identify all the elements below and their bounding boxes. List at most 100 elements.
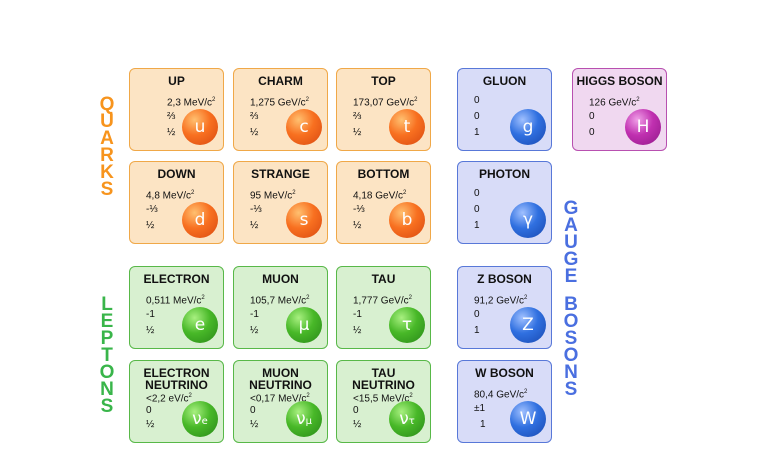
- particle-card-gluon: GLUON 0 0 1 g: [457, 68, 552, 151]
- particle-symbol: Z: [510, 307, 546, 343]
- particle-card-down: DOWN 4,8 MeV/c2 -⅓ ½ d: [129, 161, 224, 244]
- particle-name: TAU NEUTRINO: [352, 366, 415, 392]
- particle-name: STRANGE: [251, 167, 310, 181]
- particle-charge: 0: [353, 405, 359, 416]
- particle-mass: 1,777 GeV/c2: [353, 295, 412, 307]
- particle-charge: -⅓: [250, 204, 262, 215]
- particle-spin: 1: [480, 419, 486, 430]
- particle-charge: -⅓: [146, 204, 158, 215]
- particle-symbol: b: [389, 202, 425, 238]
- particle-name: Z BOSON: [477, 272, 532, 286]
- particle-spin: ½: [146, 220, 155, 231]
- particle-spin: ½: [353, 127, 362, 138]
- particle-symbol: νe: [182, 401, 218, 437]
- particle-name: UP: [168, 74, 185, 88]
- particle-name: HIGGS BOSON: [576, 74, 663, 88]
- particle-name: GLUON: [482, 74, 527, 88]
- particle-card-muon: MUON 105,7 MeV/c2 -1 ½ μ: [233, 266, 328, 349]
- particle-name: TOP: [371, 74, 396, 88]
- particle-name: MUON: [262, 272, 299, 286]
- particle-mass: 91,2 GeV/c2: [474, 295, 528, 307]
- particle-mass: 1,275 GeV/c2: [250, 97, 309, 109]
- particle-symbol: ντ: [389, 401, 425, 437]
- particle-charge: -1: [250, 309, 259, 320]
- particle-spin: ½: [250, 325, 259, 336]
- particle-card-tau: TAU 1,777 GeV/c2 -1 ½ τ: [336, 266, 431, 349]
- particle-symbol: s: [286, 202, 322, 238]
- particle-charge: 0: [474, 204, 480, 215]
- particle-card-photon: PHOTON 0 0 1 γ: [457, 161, 552, 244]
- particle-card-e-neutrino: ELECTRON NEUTRINO <2,2 eV/c2 0 ½ νe: [129, 360, 224, 443]
- particle-card-z-boson: Z BOSON 91,2 GeV/c2 0 1 Z: [457, 266, 552, 349]
- particle-spin: 0: [589, 127, 595, 138]
- particle-name: ELECTRON: [143, 272, 210, 286]
- particle-charge: ±1: [474, 403, 486, 414]
- particle-mass: 0: [474, 95, 480, 106]
- particle-mass: <0,17 MeV/c2: [250, 393, 310, 405]
- particle-charge: -1: [353, 309, 362, 320]
- particle-symbol: γ: [510, 202, 546, 238]
- particle-mass: 126 GeV/c2: [589, 97, 640, 109]
- particle-spin: ½: [146, 419, 155, 430]
- particle-symbol: e: [182, 307, 218, 343]
- particle-mass: 80,4 GeV/c2: [474, 389, 528, 401]
- particle-mass: 95 MeV/c2: [250, 190, 296, 202]
- particle-charge: -⅓: [353, 204, 365, 215]
- particle-spin: 1: [474, 127, 480, 138]
- particle-mass: <2,2 eV/c2: [146, 393, 192, 405]
- particle-spin: 1: [474, 220, 480, 231]
- particle-symbol: νμ: [286, 401, 322, 437]
- particle-name: TAU: [371, 272, 396, 286]
- particle-spin: ½: [353, 325, 362, 336]
- particle-mass: 173,07 GeV/c2: [353, 97, 418, 109]
- particle-symbol: τ: [389, 307, 425, 343]
- particle-charge: 0: [146, 405, 152, 416]
- particle-spin: ½: [250, 127, 259, 138]
- particle-card-mu-neutrino: MUON NEUTRINO <0,17 MeV/c2 0 ½ νμ: [233, 360, 328, 443]
- particle-name: W BOSON: [475, 366, 534, 380]
- particle-mass: 4,18 GeV/c2: [353, 190, 407, 202]
- particle-card-tau-neutrino: TAU NEUTRINO <15,5 MeV/c2 0 ½ ντ: [336, 360, 431, 443]
- particle-symbol: H: [625, 109, 661, 145]
- particle-spin: ½: [250, 220, 259, 231]
- particle-symbol: t: [389, 109, 425, 145]
- particle-symbol: W: [510, 401, 546, 437]
- particle-mass: 2,3 MeV/c2: [167, 97, 216, 109]
- particle-charge: ⅔: [353, 111, 362, 122]
- particle-spin: ½: [353, 419, 362, 430]
- particle-spin: ½: [353, 220, 362, 231]
- particle-mass: <15,5 MeV/c2: [353, 393, 413, 405]
- particle-spin: ½: [167, 127, 176, 138]
- particle-charge: 0: [474, 111, 480, 122]
- particle-spin: ½: [146, 325, 155, 336]
- particle-card-charm: CHARM 1,275 GeV/c2 ⅔ ½ c: [233, 68, 328, 151]
- particle-card-top: TOP 173,07 GeV/c2 ⅔ ½ t: [336, 68, 431, 151]
- particle-name: BOTTOM: [357, 167, 410, 181]
- particle-name: PHOTON: [478, 167, 531, 181]
- particle-charge: ⅔: [167, 111, 176, 122]
- particle-card-higgs: HIGGS BOSON 126 GeV/c2 0 0 H: [572, 68, 667, 151]
- particle-symbol: c: [286, 109, 322, 145]
- particle-card-up: UP 2,3 MeV/c2 ⅔ ½ u: [129, 68, 224, 151]
- particle-charge: ⅔: [250, 111, 259, 122]
- particle-symbol: u: [182, 109, 218, 145]
- particle-card-electron: ELECTRON 0,511 MeV/c2 -1 ½ e: [129, 266, 224, 349]
- particle-card-bottom: BOTTOM 4,18 GeV/c2 -⅓ ½ b: [336, 161, 431, 244]
- particle-charge: 0: [589, 111, 595, 122]
- particle-name: ELECTRON NEUTRINO: [143, 366, 210, 392]
- particle-charge: -1: [146, 309, 155, 320]
- particle-card-w-boson: W BOSON 80,4 GeV/c2 ±1 1 W: [457, 360, 552, 443]
- particle-symbol: μ: [286, 307, 322, 343]
- particle-mass: 105,7 MeV/c2: [250, 295, 310, 307]
- particle-mass: 4,8 MeV/c2: [146, 190, 195, 202]
- particle-name: CHARM: [258, 74, 303, 88]
- particle-card-strange: STRANGE 95 MeV/c2 -⅓ ½ s: [233, 161, 328, 244]
- particle-mass: 0: [474, 188, 480, 199]
- particle-symbol: d: [182, 202, 218, 238]
- particle-symbol: g: [510, 109, 546, 145]
- particle-charge: 0: [250, 405, 256, 416]
